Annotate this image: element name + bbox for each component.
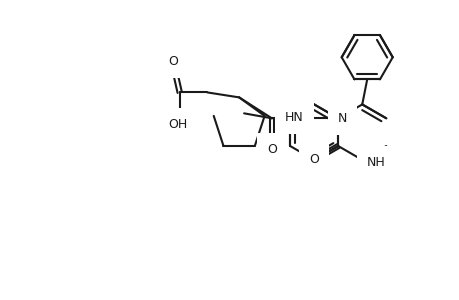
Text: HN: HN (284, 111, 303, 124)
Text: O: O (308, 153, 319, 167)
Text: O: O (168, 55, 177, 68)
Text: O: O (266, 142, 276, 155)
Text: OH: OH (168, 118, 187, 130)
Text: N: N (337, 112, 346, 125)
Text: NH: NH (366, 156, 385, 170)
